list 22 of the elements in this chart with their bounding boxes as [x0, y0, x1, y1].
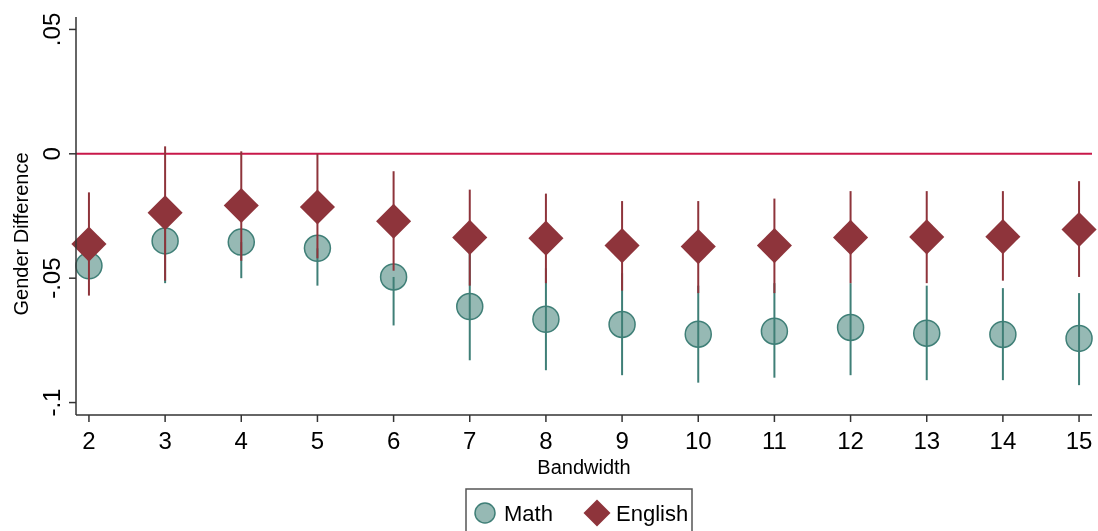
x-tick-label: 7: [463, 427, 477, 454]
x-tick-label: 11: [761, 427, 787, 454]
x-tick-label: 12: [837, 427, 864, 454]
x-tick-label: 6: [386, 427, 401, 454]
x-tick-label: 4: [234, 427, 248, 454]
x-tick-label: 14: [989, 427, 1017, 454]
x-axis-title: Bandwidth: [537, 456, 631, 478]
y-tick-label: 0: [38, 147, 65, 161]
x-tick-label: 10: [684, 427, 712, 454]
y-tick-label: -.05: [38, 257, 65, 299]
x-tick-label: 8: [539, 427, 553, 454]
x-tick-label: 3: [158, 427, 172, 454]
x-tick-label: 2: [82, 427, 96, 454]
x-tick-label: 5: [310, 427, 325, 454]
y-axis-title: Gender Difference: [10, 152, 32, 316]
legend-label: English: [616, 501, 689, 526]
x-tick-label: 15: [1065, 427, 1093, 454]
x-tick-label: 9: [615, 427, 629, 454]
legend-label: Math: [504, 501, 553, 526]
y-tick-label: .05: [38, 12, 65, 47]
y-tick-label: -.1: [38, 388, 65, 417]
x-tick-label: 13: [913, 427, 941, 454]
